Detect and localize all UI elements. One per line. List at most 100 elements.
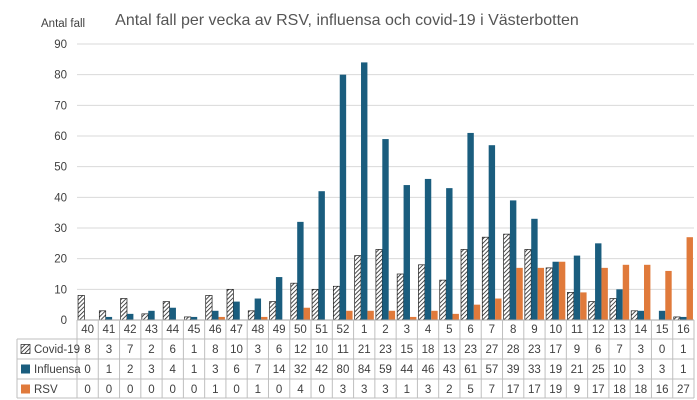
data-label: 18 xyxy=(634,384,647,396)
bar-covid-19-7 xyxy=(481,236,490,321)
bar-influensa-52 xyxy=(339,74,347,321)
data-label: 21 xyxy=(571,364,584,376)
bar-influensa-1 xyxy=(361,62,368,321)
bar-covid-19-41 xyxy=(98,310,107,321)
data-label: 19 xyxy=(549,364,562,376)
data-label: 14 xyxy=(273,364,286,376)
data-label: 2 xyxy=(446,384,452,396)
bar-covid-19-52 xyxy=(332,285,341,321)
data-label: 4 xyxy=(297,384,304,396)
data-label: 57 xyxy=(485,364,498,376)
bar-rsv-12 xyxy=(601,267,608,320)
y-tick-label: 90 xyxy=(54,39,67,51)
bar-covid-19-1 xyxy=(354,255,362,321)
data-label: 0 xyxy=(276,384,282,396)
bar-covid-19-10 xyxy=(545,267,553,321)
data-label: 0 xyxy=(148,384,154,396)
data-label: 0 xyxy=(170,384,176,396)
chart-title: Antal fall per vecka av RSV, influensa o… xyxy=(115,12,579,29)
data-label: 17 xyxy=(549,344,562,356)
bar-influensa-14 xyxy=(637,310,645,320)
bar-influensa-44 xyxy=(169,307,176,320)
data-label: 10 xyxy=(315,344,328,356)
data-label: 17 xyxy=(507,384,520,396)
x-tick-label: 40 xyxy=(81,324,94,336)
bar-influensa-9 xyxy=(531,218,538,320)
bar-covid-19-5 xyxy=(439,279,447,321)
data-label: 0 xyxy=(127,384,133,396)
bar-influensa-4 xyxy=(424,178,432,320)
data-table: 40 41 42 43 44 45 46 47 48 49 50 51 52 1 2 3 4 5 6 7 8 9 10 11 1… xyxy=(16,319,695,399)
bar-rsv-5 xyxy=(452,313,459,320)
data-label: 7 xyxy=(127,344,133,356)
bar-influensa-13 xyxy=(616,289,623,320)
data-label: 84 xyxy=(358,364,371,376)
data-label: 7 xyxy=(489,384,495,396)
bar-covid-19-46 xyxy=(205,295,213,321)
data-label: 3 xyxy=(340,384,346,396)
data-label: 7 xyxy=(616,344,622,356)
legend-key-influensa xyxy=(21,364,30,374)
data-label: 80 xyxy=(337,364,350,376)
bar-covid-19-43 xyxy=(141,313,149,321)
bar-rsv-52 xyxy=(346,310,353,320)
x-tick-label: 49 xyxy=(273,324,286,336)
x-tick-label: 8 xyxy=(510,324,516,336)
x-tick-label: 5 xyxy=(446,324,452,336)
data-label: 19 xyxy=(549,384,562,396)
x-tick-label: 14 xyxy=(634,324,647,336)
data-label: 0 xyxy=(84,364,90,376)
data-label: 3 xyxy=(255,344,261,356)
bar-covid-19-50 xyxy=(290,282,298,321)
data-label: 0 xyxy=(191,384,197,396)
bar-influensa-12 xyxy=(595,243,602,320)
bar-covid-19-6 xyxy=(460,249,468,321)
bar-rsv-48 xyxy=(261,316,268,320)
legend-key-rsv xyxy=(21,384,30,394)
bar-influensa-47 xyxy=(233,301,240,320)
bar-influensa-50 xyxy=(297,221,304,320)
data-label: 39 xyxy=(507,364,520,376)
y-tick-label: 10 xyxy=(54,284,67,296)
bar-influensa-10 xyxy=(552,261,559,320)
data-label: 15 xyxy=(400,344,413,356)
data-label: 25 xyxy=(592,364,605,376)
y-axis-label: Antal fall xyxy=(41,18,85,30)
data-label: 46 xyxy=(422,364,435,376)
data-label: 3 xyxy=(361,384,367,396)
data-label: 17 xyxy=(592,384,605,396)
legend-label: Influensa xyxy=(34,364,81,376)
bar-rsv-3 xyxy=(409,316,417,320)
bars xyxy=(77,62,693,321)
bar-influensa-49 xyxy=(275,277,283,320)
x-tick-label: 10 xyxy=(549,324,562,336)
data-label: 43 xyxy=(443,364,456,376)
x-tick-label: 13 xyxy=(613,324,626,336)
x-tick-label: 45 xyxy=(188,324,201,336)
bar-influensa-8 xyxy=(509,200,517,320)
data-label: 18 xyxy=(613,384,626,396)
data-label: 27 xyxy=(677,384,690,396)
data-label: 44 xyxy=(400,364,413,376)
bar-covid-19-12 xyxy=(588,301,596,321)
data-label: 27 xyxy=(485,344,498,356)
data-label: 0 xyxy=(233,384,239,396)
data-label: 10 xyxy=(613,364,626,376)
x-tick-label: 44 xyxy=(166,324,179,336)
data-label: 1 xyxy=(680,344,686,356)
data-label: 59 xyxy=(379,364,392,376)
bar-influensa-15 xyxy=(658,310,666,320)
legend-key-covid-19 xyxy=(20,344,31,354)
data-label: 6 xyxy=(170,344,176,356)
y-tick-labels: 0 10 20 30 40 50 60 70 80 90 xyxy=(54,39,67,327)
y-tick-label: 50 xyxy=(54,162,67,174)
data-label: 10 xyxy=(230,344,243,356)
x-tick-label: 41 xyxy=(103,324,116,336)
data-label: 11 xyxy=(337,344,349,356)
bar-influensa-3 xyxy=(403,185,410,320)
x-tick-label: 12 xyxy=(592,324,605,336)
x-tick-label: 15 xyxy=(656,324,669,336)
data-label: 3 xyxy=(638,344,644,356)
data-label: 2 xyxy=(148,344,154,356)
data-label: 0 xyxy=(318,384,324,396)
